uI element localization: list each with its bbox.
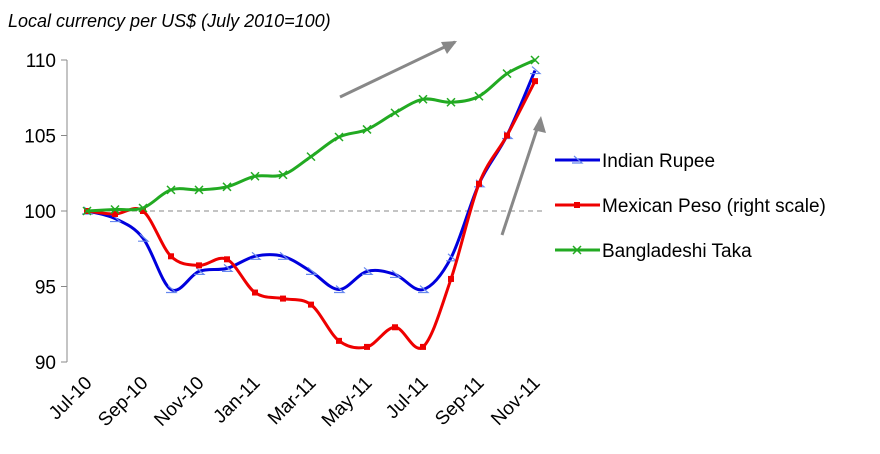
series-line <box>86 80 537 350</box>
marker <box>362 266 374 275</box>
marker <box>82 206 92 216</box>
marker <box>252 289 258 296</box>
marker <box>166 185 176 195</box>
legend-label: Indian Rupee <box>602 151 715 172</box>
arrow-head <box>441 41 457 54</box>
chart-title: Local currency per US$ (July 2010=100) <box>8 11 331 31</box>
arrow <box>500 119 542 236</box>
x-tick-label: Sep-10 <box>94 373 152 431</box>
x-tick-label: Jul-10 <box>45 373 96 424</box>
marker <box>418 94 428 104</box>
y-tick-label: 105 <box>24 127 56 148</box>
marker <box>250 251 262 260</box>
x-tick-label: Sep-11 <box>431 373 488 430</box>
marker <box>572 245 582 255</box>
arrow-head <box>533 116 546 133</box>
series-line <box>86 69 537 292</box>
marker <box>390 269 402 279</box>
marker <box>222 182 232 192</box>
marker <box>168 253 174 260</box>
marker <box>308 301 314 308</box>
marker <box>504 132 510 139</box>
marker <box>222 263 234 272</box>
marker <box>112 211 118 218</box>
marker <box>392 324 398 331</box>
y-tick-label: 110 <box>26 51 56 72</box>
marker <box>306 266 318 275</box>
marker <box>390 108 400 118</box>
x-tick-label: May-11 <box>318 373 377 432</box>
y-tick-label: 100 <box>24 202 56 223</box>
marker <box>418 285 430 294</box>
marker <box>420 343 426 350</box>
marker <box>364 343 370 350</box>
marker <box>448 275 454 282</box>
series <box>84 78 538 350</box>
marker <box>572 155 584 164</box>
marker <box>250 171 260 181</box>
marker <box>530 55 540 65</box>
marker <box>224 256 230 263</box>
marker <box>278 170 288 180</box>
y-tick-label: 95 <box>35 278 56 299</box>
legend-label: Mexican Peso (right scale) <box>602 196 826 217</box>
marker <box>532 78 538 85</box>
series <box>82 66 542 294</box>
arrow <box>339 40 456 99</box>
marker <box>530 66 542 75</box>
marker <box>474 91 484 101</box>
marker <box>446 97 456 107</box>
series <box>82 55 540 216</box>
marker <box>476 180 482 187</box>
marker <box>574 202 580 208</box>
marker <box>334 285 346 294</box>
marker <box>306 152 316 162</box>
marker <box>280 295 286 302</box>
marker <box>278 251 290 260</box>
x-tick-label: Nov-10 <box>150 373 208 431</box>
x-tick-label: Mar-11 <box>264 373 320 429</box>
marker <box>110 204 120 215</box>
legend-label: Bangladeshi Taka <box>602 241 752 262</box>
marker <box>138 233 150 242</box>
y-tick-label: 90 <box>35 353 56 374</box>
marker <box>166 285 178 294</box>
marker <box>502 69 512 79</box>
marker <box>362 124 372 134</box>
series-line <box>86 58 536 213</box>
marker <box>336 337 342 344</box>
marker <box>334 132 344 142</box>
x-tick-label: Jul-11 <box>382 373 432 423</box>
marker <box>196 262 202 269</box>
marker <box>194 185 204 195</box>
marker <box>194 266 206 275</box>
marker <box>138 203 148 213</box>
x-tick-label: Nov-11 <box>487 373 544 430</box>
marker <box>140 208 146 214</box>
x-tick-label: Jan-11 <box>210 373 265 428</box>
